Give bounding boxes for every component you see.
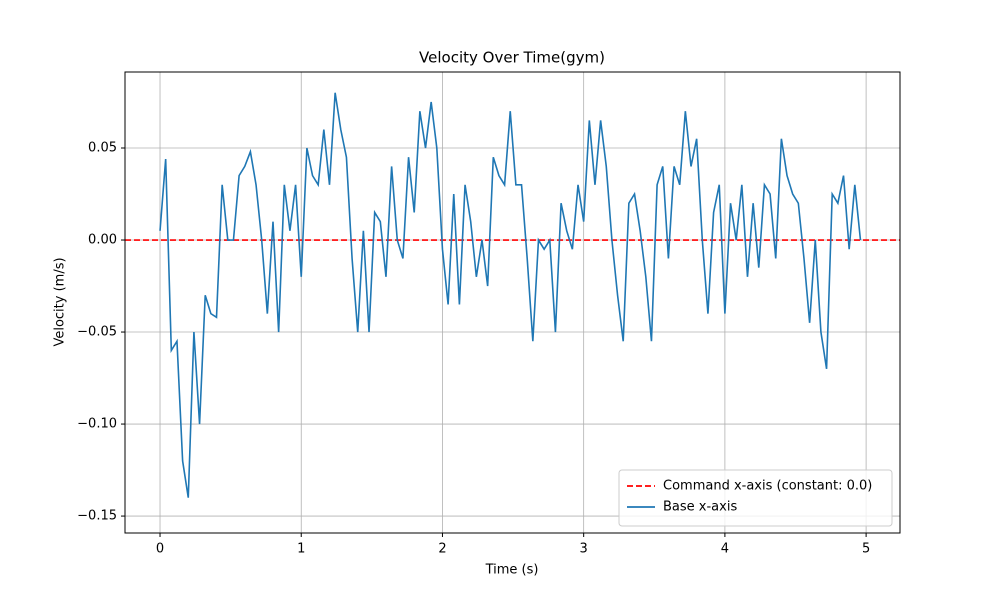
y-tick-label: −0.05	[77, 325, 117, 340]
x-tick-label: 5	[862, 542, 870, 557]
legend-label: Base x-axis	[663, 500, 737, 515]
x-tick-label: 2	[438, 542, 446, 557]
x-tick-label: 4	[721, 542, 729, 557]
legend-box	[618, 469, 893, 527]
y-tick-label: −0.15	[77, 509, 117, 524]
x-tick-label: 3	[580, 542, 588, 557]
chart-title: Velocity Over Time(gym)	[419, 49, 605, 67]
x-tick-label: 0	[156, 542, 164, 557]
y-axis-label: Velocity (m/s)	[53, 257, 68, 346]
x-axis-label: Time (s)	[485, 563, 539, 578]
y-tick-label: −0.10	[77, 417, 117, 432]
y-tick-label: 0.00	[88, 233, 117, 248]
legend-label: Command x-axis (constant: 0.0)	[663, 479, 872, 494]
x-tick-label: 1	[297, 542, 305, 557]
y-tick-label: 0.05	[88, 141, 117, 156]
plot-frame	[124, 71, 901, 534]
data-line	[159, 92, 862, 498]
